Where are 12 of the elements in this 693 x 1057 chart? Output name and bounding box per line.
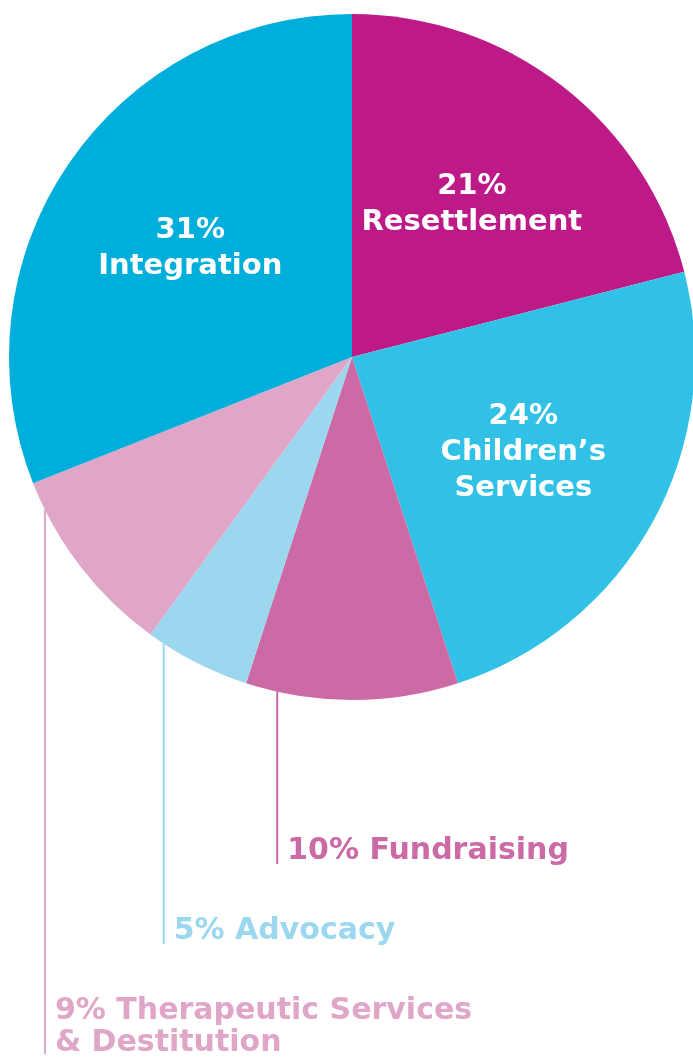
slice-label: 9% Therapeutic Services & Destitution [54, 991, 473, 1057]
data-label: 24% [488, 397, 559, 432]
pie-slice [9, 14, 352, 484]
pie-slice [352, 271, 693, 684]
data-label: 21% [437, 166, 507, 201]
slice-label: Children’s Services [440, 433, 607, 504]
pie-slice [352, 14, 685, 357]
data-label: 31% [155, 211, 226, 246]
slice-label: Integration [98, 247, 283, 282]
slice-label: 5% Advocacy [173, 911, 396, 946]
slice-label: Resettlement [361, 202, 583, 237]
slice-label: 10% Fundraising [287, 831, 569, 866]
